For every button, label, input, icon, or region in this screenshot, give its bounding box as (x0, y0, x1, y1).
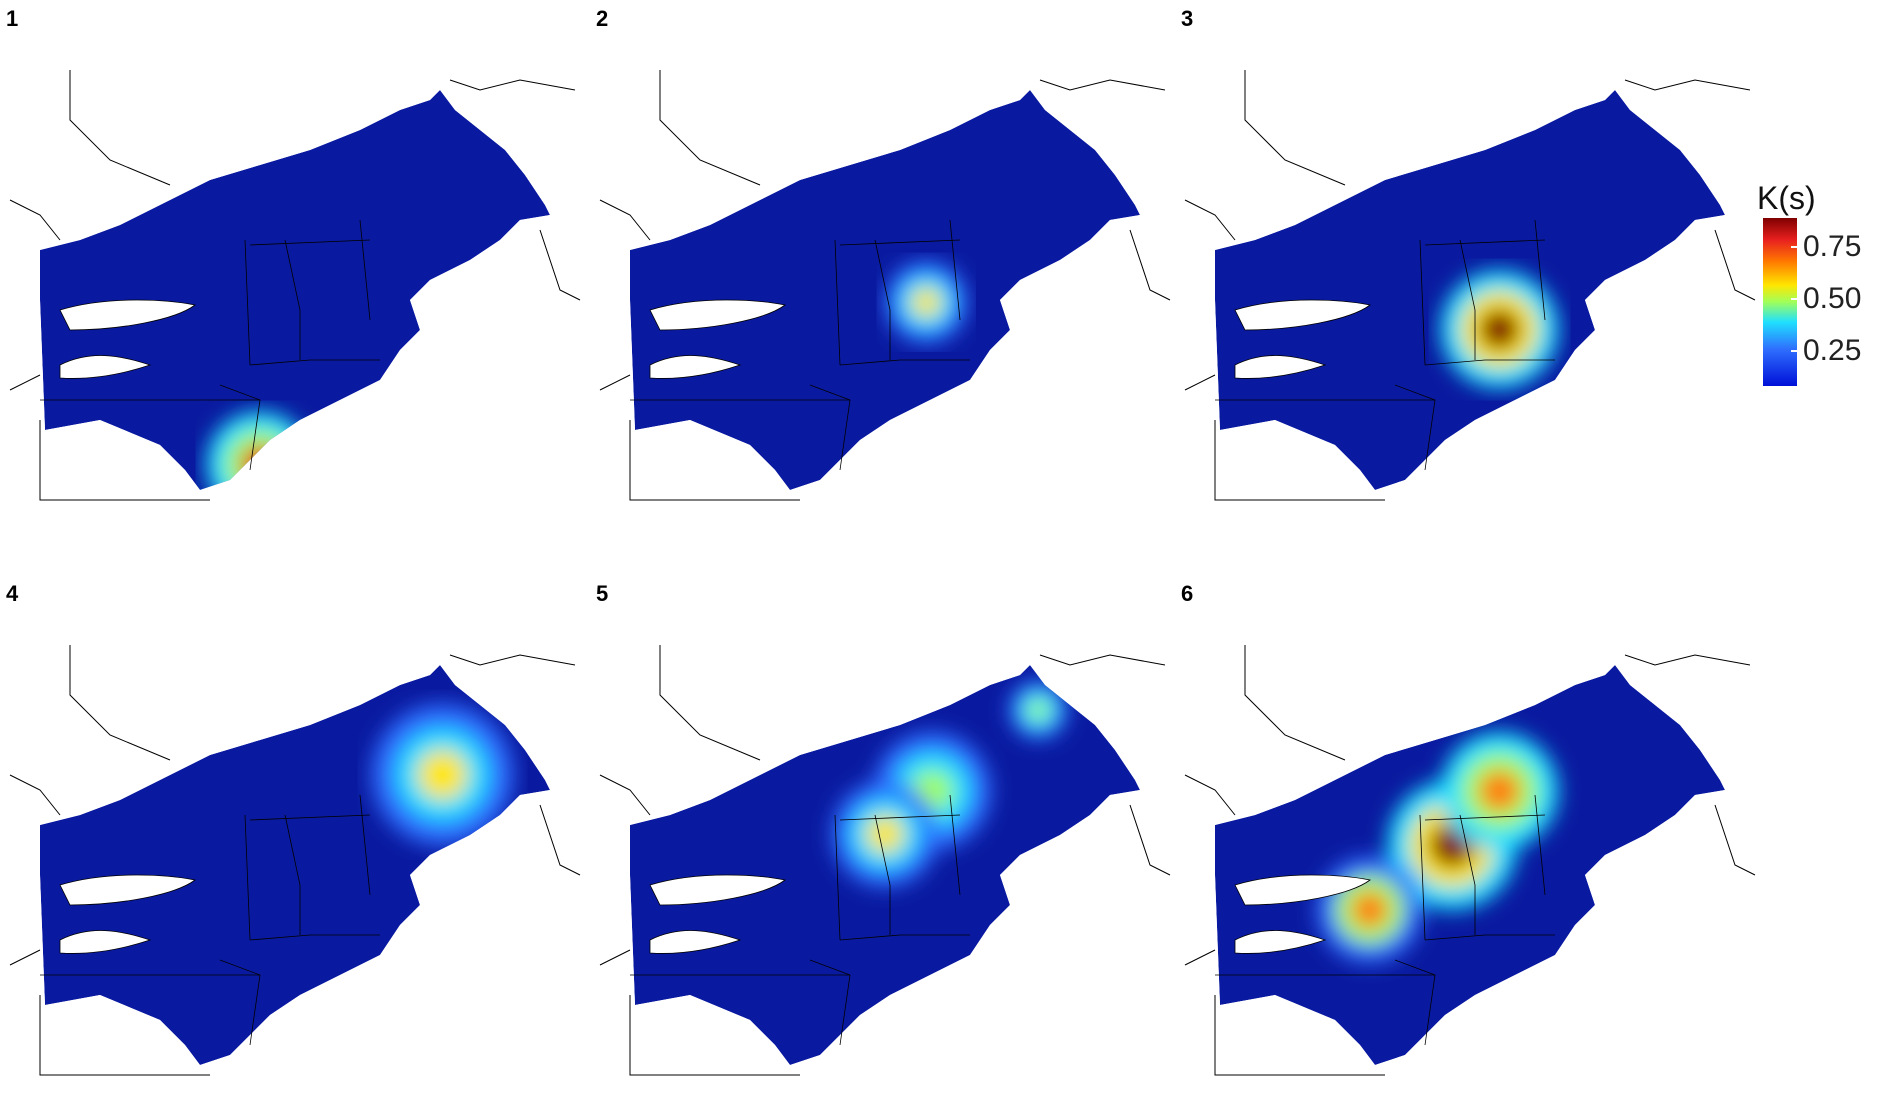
legend-tick-075: 0.75 (1803, 230, 1862, 263)
map-panel-3: 3 (1175, 0, 1765, 540)
lake (649, 299, 786, 331)
panel-number: 5 (596, 581, 609, 606)
coastline (9, 645, 581, 1076)
state-boundary (249, 814, 371, 821)
study-region (630, 90, 1140, 490)
panel-number: 3 (1181, 6, 1194, 31)
state-boundary (244, 239, 251, 366)
lake (59, 874, 196, 906)
state-boundary (1394, 384, 1436, 471)
state-boundary (839, 359, 970, 366)
state-boundary (1424, 934, 1555, 941)
panel-number: 1 (6, 6, 19, 31)
map-panel-6: 6 (1175, 575, 1765, 1115)
intensity-hotspot (1028, 699, 1049, 721)
state-boundary (839, 934, 970, 941)
state-boundary (1459, 814, 1476, 935)
legend-title: K(s) (1757, 180, 1816, 216)
legend-colorbar (1763, 218, 1797, 386)
state-boundary (839, 239, 961, 246)
color-legend: K(s) 0.75 0.50 0.25 (1757, 180, 1877, 400)
state-boundary (1419, 239, 1426, 366)
study-region (40, 90, 550, 490)
lake (59, 299, 196, 331)
lake (1234, 930, 1327, 954)
coastline (1184, 645, 1756, 1076)
state-boundary (809, 959, 851, 1046)
intensity-hotspot (1478, 308, 1521, 351)
coastline (599, 70, 1171, 501)
coastline (599, 645, 1171, 1076)
state-boundary (1424, 239, 1546, 246)
lake (59, 930, 152, 954)
state-boundary (949, 219, 961, 321)
lake (59, 355, 152, 379)
intensity-map (1184, 70, 1756, 501)
lake (649, 355, 742, 379)
state-boundary (839, 814, 961, 821)
map-panel-4: 4 (0, 575, 590, 1115)
state-boundary (809, 384, 851, 471)
intensity-map (1184, 645, 1756, 1076)
state-boundary (249, 359, 380, 366)
state-boundary (874, 814, 891, 935)
state-boundary (284, 814, 301, 935)
state-boundary (949, 794, 961, 896)
state-boundary (834, 239, 841, 366)
state-boundary (359, 219, 371, 321)
panel-number: 2 (596, 6, 609, 31)
state-boundary (1459, 239, 1476, 360)
map-panel-2: 2 (590, 0, 1180, 540)
state-boundary (1534, 794, 1546, 896)
state-boundary (834, 814, 841, 941)
state-boundary (219, 384, 261, 471)
intensity-hotspot (206, 411, 313, 490)
lake (1234, 355, 1327, 379)
map-panel-5: 5 (590, 575, 1180, 1115)
state-boundary (1424, 814, 1546, 821)
intensity-map (9, 645, 581, 1076)
intensity-map (599, 70, 1171, 501)
legend-tick-025: 0.25 (1803, 334, 1862, 367)
lake (649, 874, 786, 906)
coastline (9, 70, 581, 501)
state-boundary (244, 814, 251, 941)
intensity-hotspot (225, 429, 295, 490)
lake (1234, 299, 1371, 331)
panel-number: 4 (6, 581, 19, 606)
state-boundary (1419, 814, 1426, 941)
map-panel-1: 1 (0, 0, 590, 540)
state-boundary (1534, 219, 1546, 321)
state-boundary (249, 239, 371, 246)
state-boundary (1394, 959, 1436, 1046)
panel-number: 6 (1181, 581, 1194, 606)
state-boundary (874, 239, 891, 360)
intensity-hotspot (241, 445, 279, 483)
state-boundary (1424, 359, 1555, 366)
legend-tick-050: 0.50 (1803, 282, 1862, 315)
state-boundary (359, 794, 371, 896)
legend-tick-mark (1791, 350, 1799, 352)
intensity-map (9, 70, 581, 501)
intensity-map (599, 645, 1171, 1076)
state-boundary (219, 959, 261, 1046)
legend-tick-mark (1791, 246, 1799, 248)
intensity-hotspot (1351, 891, 1389, 929)
lake (649, 930, 742, 954)
intensity-hotspot (866, 815, 904, 853)
intensity-hotspot (417, 750, 468, 800)
state-boundary (284, 239, 301, 360)
intensity-hotspot (911, 287, 941, 317)
coastline (1184, 70, 1756, 501)
lake (1234, 874, 1371, 906)
state-boundary (249, 934, 380, 941)
intensity-hotspot (1478, 770, 1521, 812)
legend-tick-mark (1791, 298, 1799, 300)
